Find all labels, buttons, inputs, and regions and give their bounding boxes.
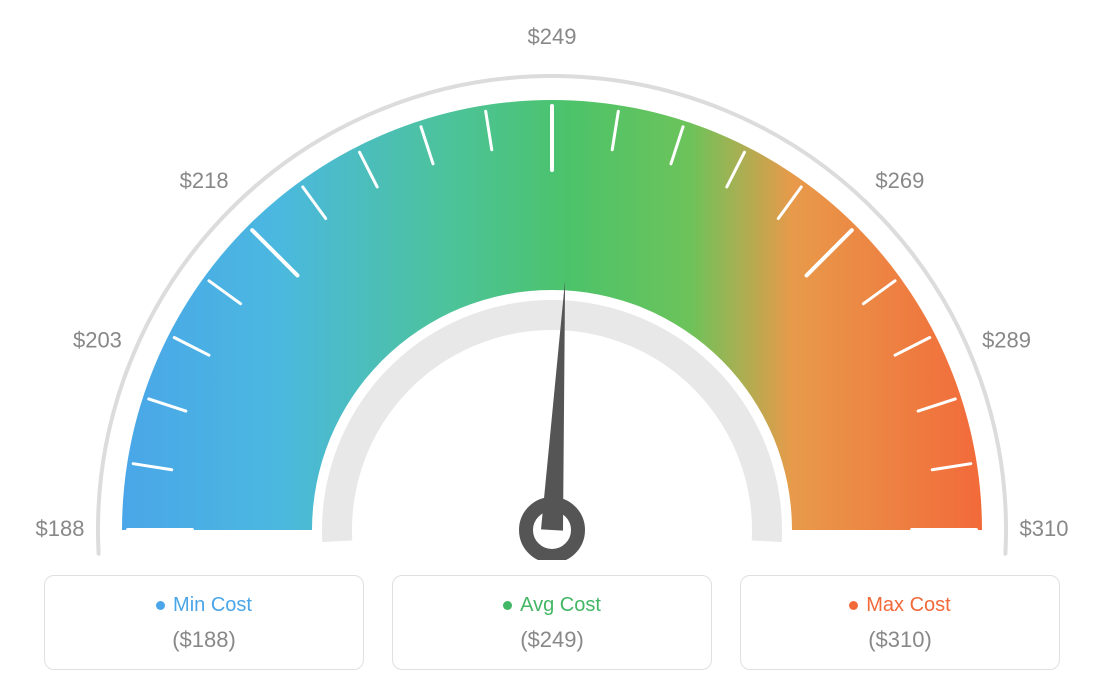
legend-row: Min Cost ($188) Avg Cost ($249) Max Cost…	[0, 575, 1104, 670]
gauge-tick-label: $203	[73, 328, 122, 353]
legend-value-avg: ($249)	[403, 627, 701, 653]
gauge-tick-label: $249	[528, 24, 577, 49]
gauge-tick-label: $218	[180, 168, 229, 193]
legend-card-max: Max Cost ($310)	[740, 575, 1060, 670]
legend-value-min: ($188)	[55, 627, 353, 653]
gauge-tick-label: $289	[982, 328, 1031, 353]
legend-card-min: Min Cost ($188)	[44, 575, 364, 670]
legend-value-max: ($310)	[751, 627, 1049, 653]
legend-label-min: Min Cost	[173, 594, 252, 617]
legend-dot-max	[849, 601, 858, 610]
legend-label-avg: Avg Cost	[520, 594, 601, 617]
legend-card-avg: Avg Cost ($249)	[392, 575, 712, 670]
legend-dot-avg	[503, 601, 512, 610]
legend-title-min: Min Cost	[55, 594, 353, 617]
legend-title-avg: Avg Cost	[403, 594, 701, 617]
gauge-tick-label: $269	[875, 168, 924, 193]
legend-label-max: Max Cost	[866, 594, 950, 617]
gauge-chart: $188 $203 $218 $249 $269 $289 $310	[0, 0, 1104, 560]
gauge-tick-label: $310	[1020, 516, 1069, 541]
gauge-tick-label: $188	[36, 516, 85, 541]
legend-title-max: Max Cost	[751, 594, 1049, 617]
legend-dot-min	[156, 601, 165, 610]
gauge-svg: $188 $203 $218 $249 $269 $289 $310	[0, 0, 1104, 560]
